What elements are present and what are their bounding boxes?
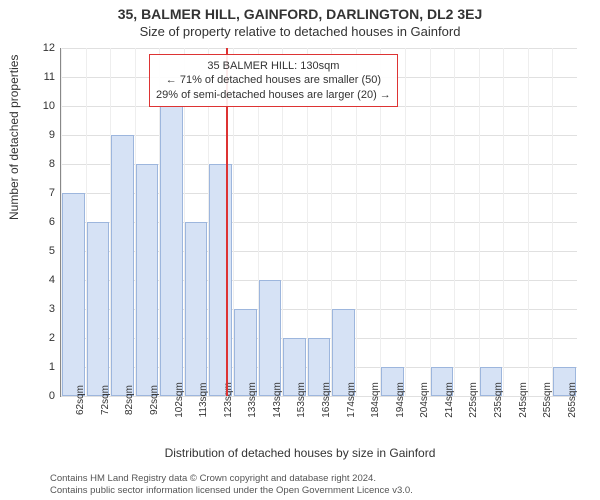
gridline-v [405, 48, 406, 396]
y-tick-label: 0 [49, 390, 55, 402]
y-tick-label: 9 [49, 129, 55, 141]
x-tick-label: 143sqm [270, 382, 283, 418]
x-tick-label: 72sqm [98, 385, 111, 415]
y-tick-label: 7 [49, 187, 55, 199]
x-tick-label: 102sqm [172, 382, 185, 418]
chart-title-sub: Size of property relative to detached ho… [0, 24, 600, 39]
gridline-h [61, 135, 577, 136]
y-tick-label: 2 [49, 332, 55, 344]
histogram-bar [87, 222, 110, 396]
y-tick-label: 3 [49, 303, 55, 315]
x-tick-label: 225sqm [466, 382, 479, 418]
x-tick-label: 245sqm [516, 382, 529, 418]
histogram-bar [136, 164, 159, 396]
x-tick-label: 204sqm [417, 382, 430, 418]
plot-area: 35 BALMER HILL: 130sqm ← 71% of detached… [60, 48, 577, 397]
histogram-bar [185, 222, 208, 396]
gridline-v [503, 48, 504, 396]
footnote-1: Contains HM Land Registry data © Crown c… [50, 473, 376, 484]
x-tick-label: 194sqm [393, 382, 406, 418]
y-tick-label: 4 [49, 274, 55, 286]
gridline-v [479, 48, 480, 396]
annotation-callout: 35 BALMER HILL: 130sqm ← 71% of detached… [149, 54, 398, 107]
gridline-v [552, 48, 553, 396]
histogram-bar [111, 135, 134, 396]
gridline-v [454, 48, 455, 396]
x-tick-label: 62sqm [73, 385, 86, 415]
footnote-2: Contains public sector information licen… [50, 485, 413, 496]
x-tick-label: 265sqm [565, 382, 578, 418]
y-tick-label: 1 [49, 361, 55, 373]
chart-container: { "title_main": "35, BALMER HILL, GAINFO… [0, 0, 600, 500]
histogram-bar [160, 106, 183, 396]
x-tick-label: 92sqm [147, 385, 160, 415]
gridline-h [61, 48, 577, 49]
x-tick-label: 113sqm [196, 383, 209, 418]
x-tick-label: 174sqm [344, 382, 357, 418]
histogram-bar [259, 280, 282, 396]
x-tick-label: 82sqm [122, 385, 135, 415]
x-axis-label: Distribution of detached houses by size … [0, 446, 600, 460]
histogram-bar [62, 193, 85, 396]
gridline-v [528, 48, 529, 396]
histogram-bar [209, 164, 232, 396]
callout-line-2: ← 71% of detached houses are smaller (50… [156, 73, 391, 87]
x-tick-label: 184sqm [368, 382, 381, 418]
y-tick-label: 11 [44, 71, 55, 83]
x-tick-label: 214sqm [442, 382, 455, 418]
x-tick-label: 153sqm [294, 382, 307, 418]
y-tick-label: 10 [43, 100, 55, 112]
callout-line-1: 35 BALMER HILL: 130sqm [156, 59, 391, 73]
chart-title-main: 35, BALMER HILL, GAINFORD, DARLINGTON, D… [0, 6, 600, 22]
x-tick-label: 235sqm [491, 382, 504, 418]
y-axis-label: Number of detached properties [7, 55, 21, 220]
y-tick-label: 5 [49, 245, 55, 257]
callout-line-3: 29% of semi-detached houses are larger (… [156, 88, 391, 102]
y-tick-label: 12 [43, 42, 55, 54]
x-tick-label: 133sqm [245, 382, 258, 418]
y-tick-label: 8 [49, 158, 55, 170]
x-tick-label: 255sqm [540, 382, 553, 418]
gridline-v [430, 48, 431, 396]
x-tick-label: 163sqm [319, 382, 332, 418]
y-tick-label: 6 [49, 216, 55, 228]
